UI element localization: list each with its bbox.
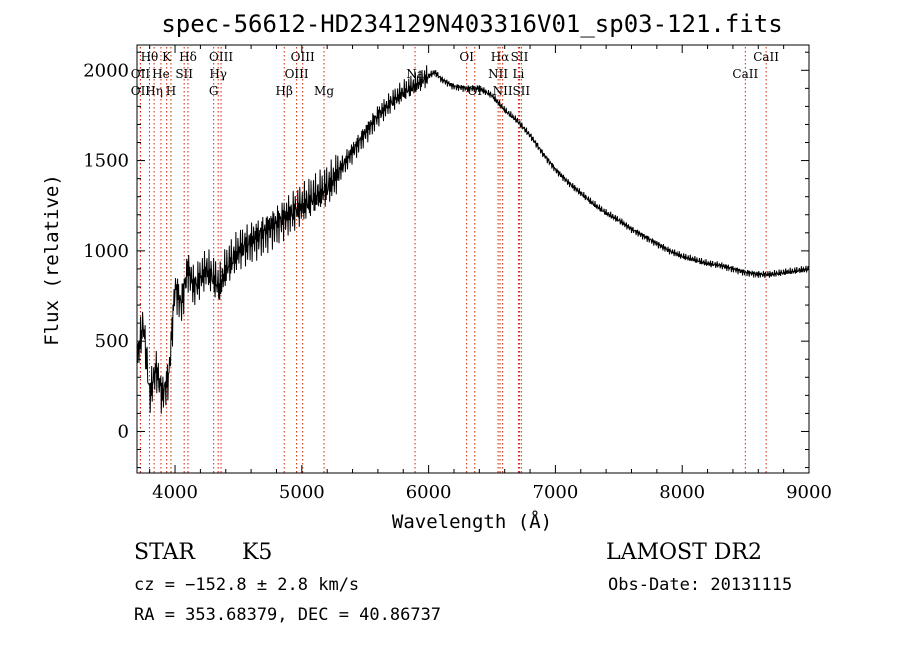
spectral-line-label: CaII: [732, 67, 758, 81]
x-tick-label: 4000: [152, 482, 198, 503]
coordinates: RA = 353.68379, DEC = 40.86737: [134, 605, 441, 625]
spectrum-line: [136, 65, 810, 414]
spectral-line-label: He: [152, 67, 170, 81]
spectral-line-label: OIII: [209, 50, 233, 64]
spectral-line-label: Hα: [491, 50, 510, 64]
x-tick-label: 9000: [786, 482, 832, 503]
object-class: STAR: [134, 540, 196, 565]
spectral-line-label: K: [162, 50, 172, 64]
spectral-line-label: SII: [512, 84, 530, 98]
plot-frame: [136, 44, 810, 474]
x-axis-ticks: 4000 5000 6000 7000 8000 9000: [149, 45, 832, 503]
observation-date: Obs-Date: 20131115: [608, 575, 792, 595]
chart-title: spec-56612-HD234129N403316V01_sp03-121.f…: [161, 10, 782, 38]
spectral-line-label: Hγ: [209, 67, 227, 81]
spectral-line-label: CaII: [753, 50, 779, 64]
spectral-line-label: Mg: [314, 84, 334, 98]
spectrum-series: [136, 65, 810, 414]
x-tick-label: 6000: [406, 482, 452, 503]
spectral-line-label: OII: [131, 84, 151, 98]
spectral-line-label: Hβ: [276, 84, 293, 98]
x-tick-label: 8000: [659, 482, 705, 503]
spectral-line-label: Hδ: [179, 50, 197, 64]
spectral-line-label: Hθ: [141, 50, 159, 64]
y-tick-label: 2000: [83, 60, 129, 81]
spectral-line-label: Hη: [145, 84, 163, 98]
x-axis-label: Wavelength (Å): [392, 510, 552, 533]
y-tick-label: 500: [95, 331, 129, 352]
spectral-line-label: Li: [512, 67, 524, 81]
x-tick-label: 5000: [279, 482, 325, 503]
spectral-line-label: H: [166, 84, 176, 98]
spectral-line-label: OIII: [291, 50, 315, 64]
y-tick-label: 1000: [83, 241, 129, 262]
redshift-velocity: cz = −152.8 ± 2.8 km/s: [134, 575, 359, 595]
spectral-line-label: SII: [511, 50, 529, 64]
subclass: K5: [242, 540, 272, 565]
y-tick-label: 0: [118, 421, 129, 442]
y-tick-label: 1500: [83, 151, 129, 172]
spectral-line-label: OII: [131, 67, 151, 81]
y-axis-label: Flux (relative): [41, 174, 63, 346]
spectral-line-label: NII: [488, 67, 508, 81]
spectral-line-label: NII: [493, 84, 513, 98]
survey-name: LAMOST DR2: [606, 540, 762, 565]
spectral-line-label: SII: [175, 67, 193, 81]
spectral-line-label: OIII: [285, 67, 309, 81]
y-axis-ticks: 0 500 1000 1500 2000: [83, 51, 809, 469]
x-tick-label: 7000: [533, 482, 579, 503]
spectral-line-label: OI: [459, 50, 474, 64]
spectral-line-label: G: [209, 84, 219, 98]
